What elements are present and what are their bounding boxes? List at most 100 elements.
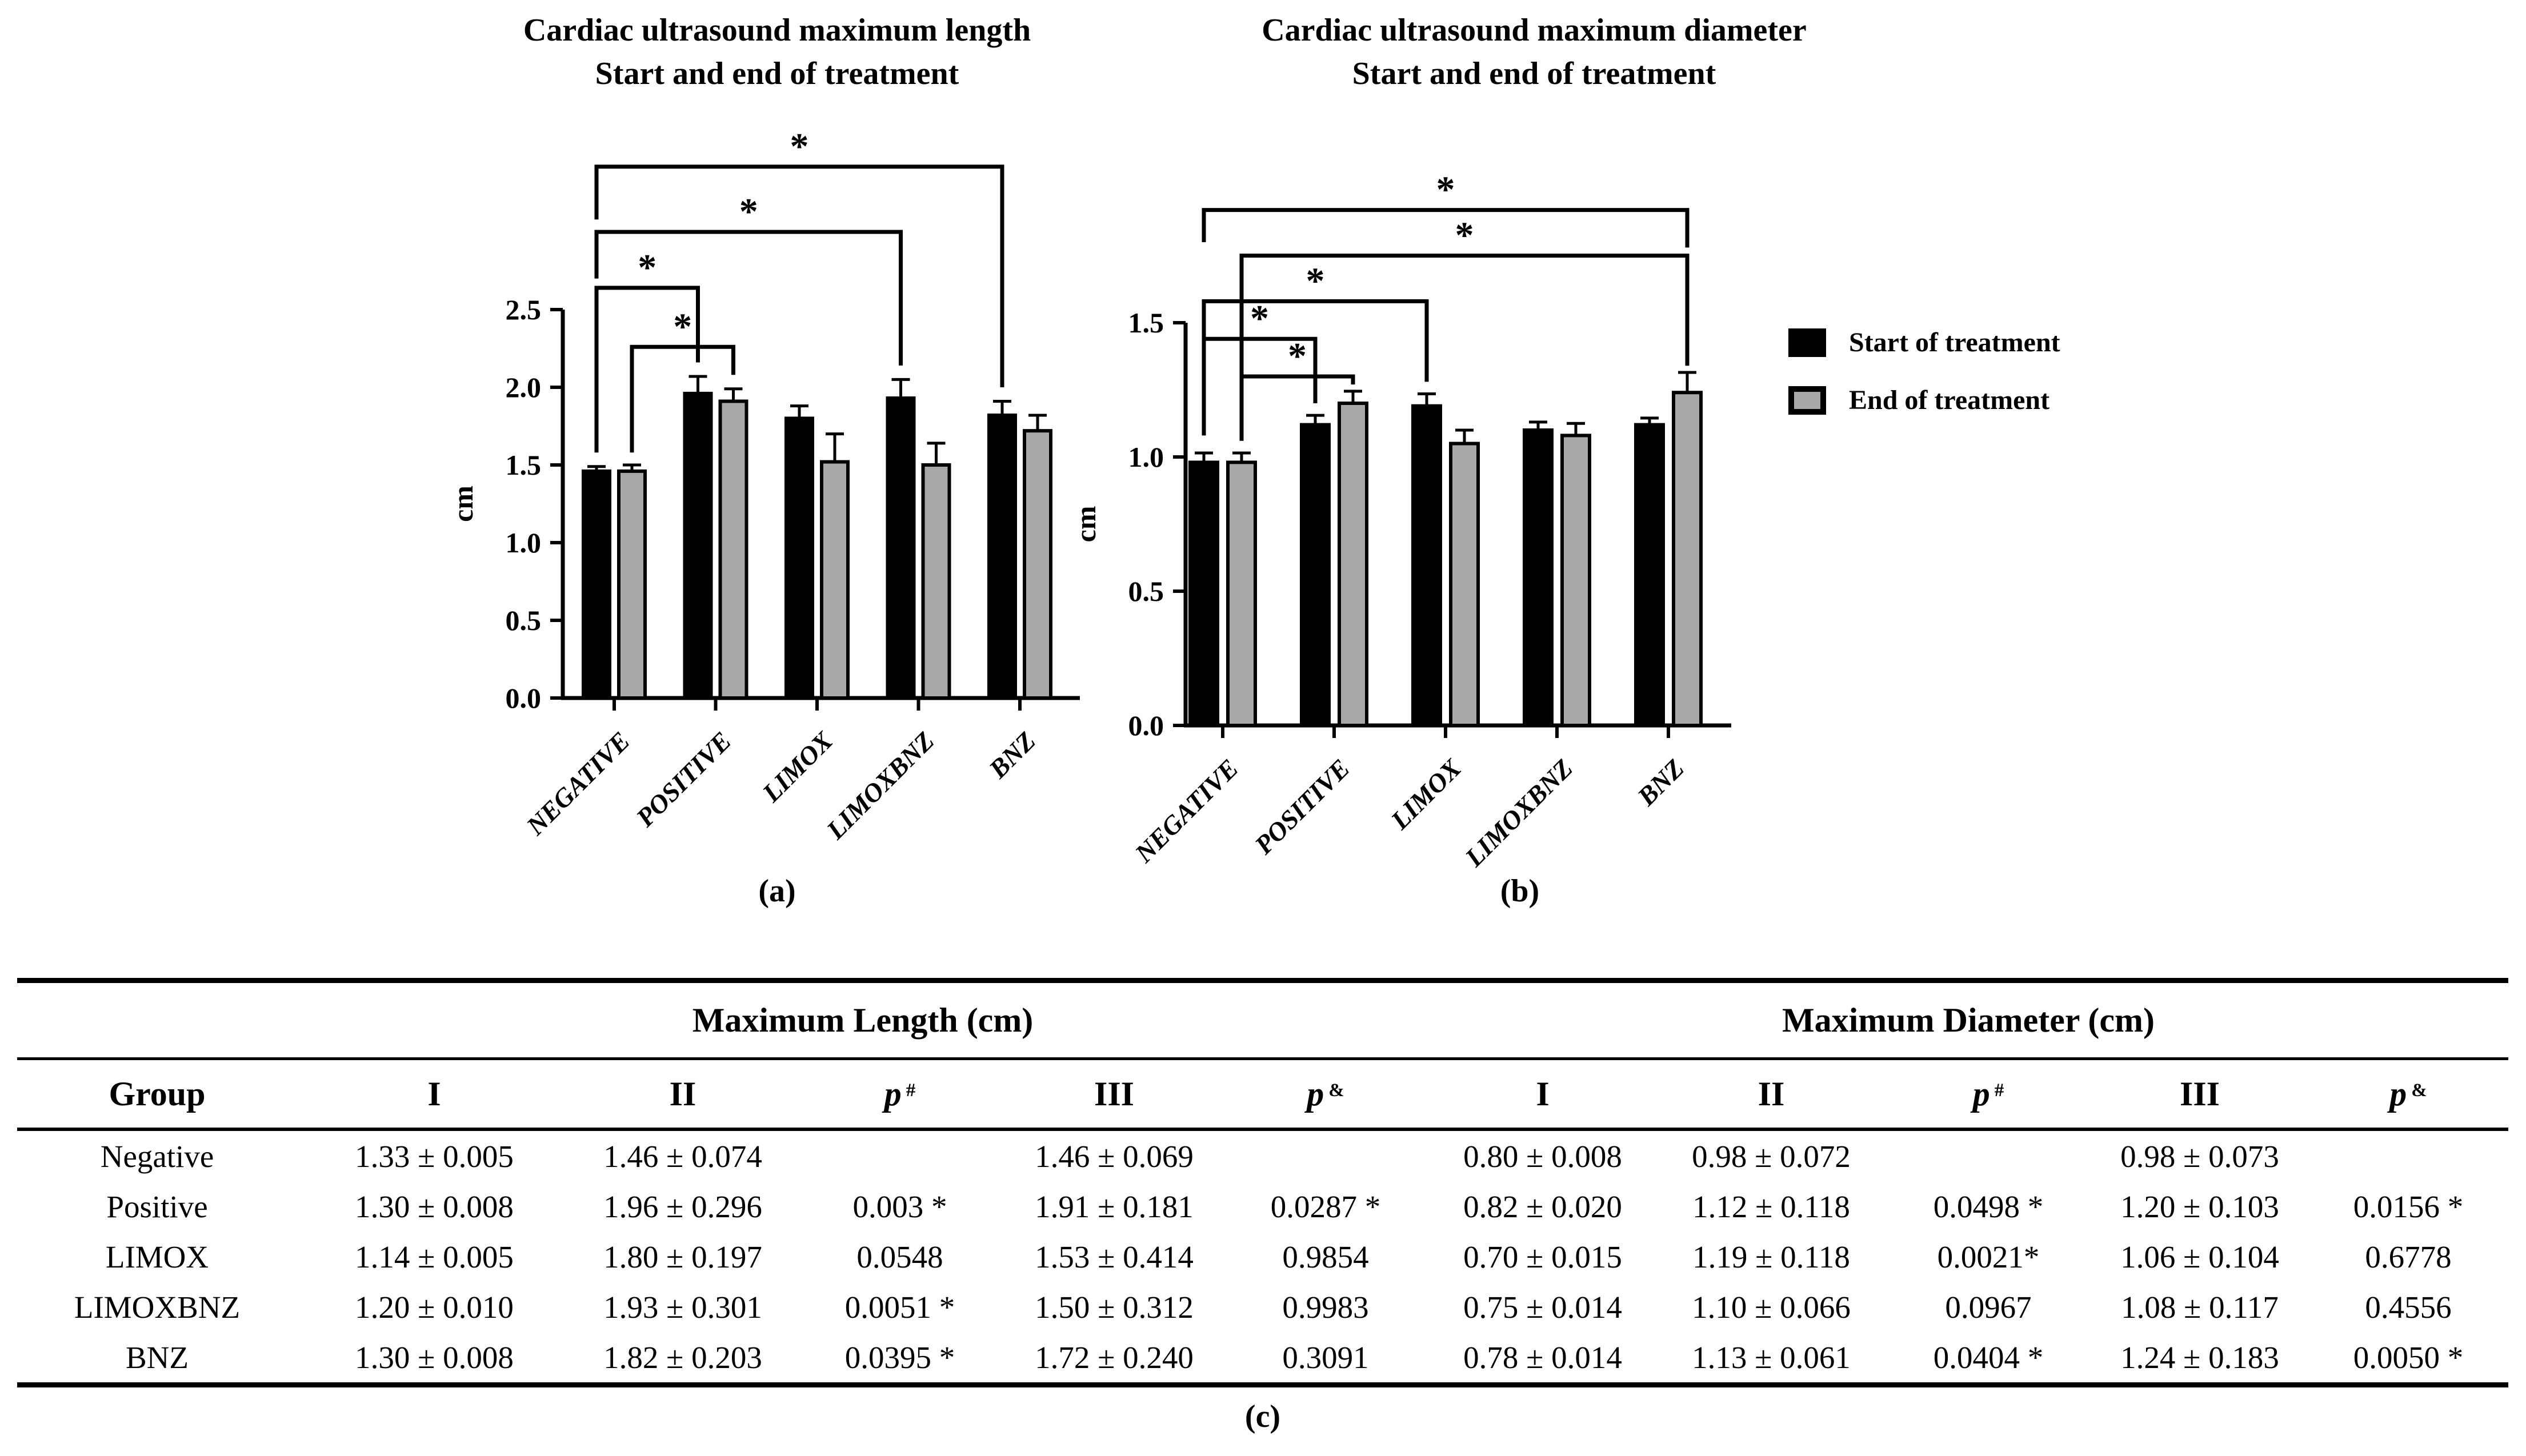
bar-limoxbnz-end [921,463,951,700]
x-category-label-negative: NEGATIVE [521,726,635,841]
table-value-cell: 0.9983 [1282,1289,1369,1325]
table-value-cell: 1.93 ± 0.301 [603,1289,762,1325]
significance-asterisk: * [790,126,809,167]
bar-negative-start [582,469,611,700]
chart-b-title: Cardiac ultrasound maximum diameter Star… [1134,9,1934,95]
y-tick-label: 1.5 [1128,307,1164,339]
table-group-cell: LIMOX [105,1239,209,1274]
table-group-cell: Negative [100,1138,214,1174]
table-value-cell: 0.0404 * [1933,1339,2044,1375]
table-row: BNZ 1.30 ± 0.008 1.82 ± 0.203 0.0395 * 1.72 … [17,1332,2508,1382]
table-column-header: p & [1307,1074,1344,1113]
table-row: Negative 1.33 ± 0.005 1.46 ± 0.074 1.46 ± 0… [17,1131,2508,1181]
table-value-cell: 1.08 ± 0.117 [2121,1289,2279,1325]
table-value-cell: 0.0395 * [844,1339,955,1375]
y-tick-label: 2.5 [506,294,542,326]
table-value-cell: 1.30 ± 0.008 [355,1189,514,1224]
caption-b: (b) [1500,873,1540,909]
bar-bnz-end [1672,391,1703,727]
table-value-cell: 1.96 ± 0.296 [603,1189,762,1224]
table-value-cell: 1.20 ± 0.103 [2120,1189,2279,1224]
table-value-cell: 0.78 ± 0.014 [1463,1339,1622,1375]
table-value-cell: 1.19 ± 0.118 [1692,1239,1850,1274]
y-tick-label: 0.5 [1128,575,1164,607]
bar-limoxbnz-start [886,396,916,700]
table-rule [17,978,2508,983]
table-value-cell: 1.91 ± 0.181 [1035,1189,1194,1224]
bar-negative-end [617,469,647,700]
table-column-header: Group [109,1074,206,1113]
significance-bracket [594,230,903,366]
legend-item-end: End of treatment [1788,384,2060,416]
table-column-header: II [669,1074,696,1113]
table-rule [17,1382,2508,1387]
significance-asterisk: * [739,191,758,232]
start-of-treatment-swatch-icon [1788,328,1826,357]
table-column-header: p & [2389,1074,2427,1113]
table-value-cell: 1.20 ± 0.010 [355,1289,514,1325]
significance-asterisk: * [1455,215,1474,256]
table-value-cell: 0.80 ± 0.008 [1463,1138,1622,1174]
bar-positive-start [1300,423,1331,727]
table-column-header: I [1536,1074,1550,1113]
chart-b-title-line1: Cardiac ultrasound maximum diameter [1262,13,1807,48]
x-category-label-limoxbnz: LIMOXBNZ [820,726,939,845]
y-tick-label: 0.5 [506,604,542,636]
bar-bnz-start [1634,423,1665,727]
table-value-cell: 0.0548 [856,1239,943,1274]
table-value-cell: 0.0050 * [2353,1339,2464,1375]
table-value-cell: 0.75 ± 0.014 [1463,1289,1622,1325]
bar-positive-end [1338,402,1368,727]
significance-bracket [1202,336,1318,436]
bar-negative-end [1226,460,1257,728]
table-value-cell: 1.82 ± 0.203 [603,1339,762,1375]
y-axis-label: cm [1070,506,1102,543]
table-value-cell: 0.0967 [1945,1289,2032,1325]
table-span-header: Maximum Diameter (cm) [1782,1001,2155,1039]
x-category-label-limox: LIMOX [756,725,839,808]
table-group-cell: BNZ [126,1339,189,1375]
significance-bracket [1202,208,1690,248]
table-group-cell: LIMOXBNZ [74,1289,241,1325]
table-column-header: I [427,1074,441,1113]
table-value-cell: 0.98 ± 0.072 [1692,1138,1851,1174]
y-tick-label: 2.0 [506,371,542,403]
bar-bnz-end [1023,429,1052,700]
caption-a: (a) [758,873,796,909]
y-tick-label: 0.0 [1128,709,1164,741]
significance-bracket [1239,254,1690,430]
table-column-header: II [1758,1074,1785,1113]
bar-positive-end [718,399,748,700]
table-value-cell: 1.10 ± 0.066 [1692,1289,1851,1325]
significance-asterisk: * [1250,298,1269,339]
table-row: Positive 1.30 ± 0.008 1.96 ± 0.296 0.003 * 1… [17,1181,2508,1232]
bar-limox-start [1411,404,1442,727]
table-value-cell: 0.003 * [852,1189,947,1224]
y-tick-label: 1.0 [506,527,542,559]
significance-bracket [630,344,735,453]
table-value-cell: 0.4556 [2365,1289,2452,1325]
table-value-cell: 1.33 ± 0.005 [355,1138,514,1174]
significance-asterisk: * [1288,335,1307,377]
table-value-cell: 0.0051 * [844,1289,955,1325]
table-column-header: III [1094,1074,1135,1113]
table-value-cell: 1.30 ± 0.008 [355,1339,514,1375]
table-rule [17,1057,2508,1060]
table-value-cell: 0.0021* [1937,1239,2040,1274]
table-rule [17,1128,2508,1131]
x-category-label-limoxbnz: LIMOXBNZ [1459,753,1578,872]
bar-limox-end [1449,442,1480,727]
table-row: LIMOXBNZ 1.20 ± 0.010 1.93 ± 0.301 0.0051 *… [17,1282,2508,1332]
bar-limoxbnz-end [1560,434,1591,728]
chart-a-title-line2: Start and end of treatment [595,55,959,91]
bar-limox-start [784,416,814,700]
table-value-cell: 1.14 ± 0.005 [355,1239,514,1274]
table-value-cell: 0.0287 * [1270,1189,1381,1224]
table-column-header: p # [884,1074,916,1113]
table-row: LIMOX 1.14 ± 0.005 1.80 ± 0.197 0.0548 1.53 … [17,1232,2508,1282]
table-column-header-row: Group I II p # III p & I II p # III p & [17,1060,2508,1128]
table-span-header-row: Maximum Length (cm) Maximum Diameter (cm) [17,983,2508,1057]
table-value-cell: 0.98 ± 0.073 [2120,1138,2279,1174]
y-tick-label: 1.5 [506,449,542,481]
table-value-cell: 0.70 ± 0.015 [1463,1239,1622,1274]
